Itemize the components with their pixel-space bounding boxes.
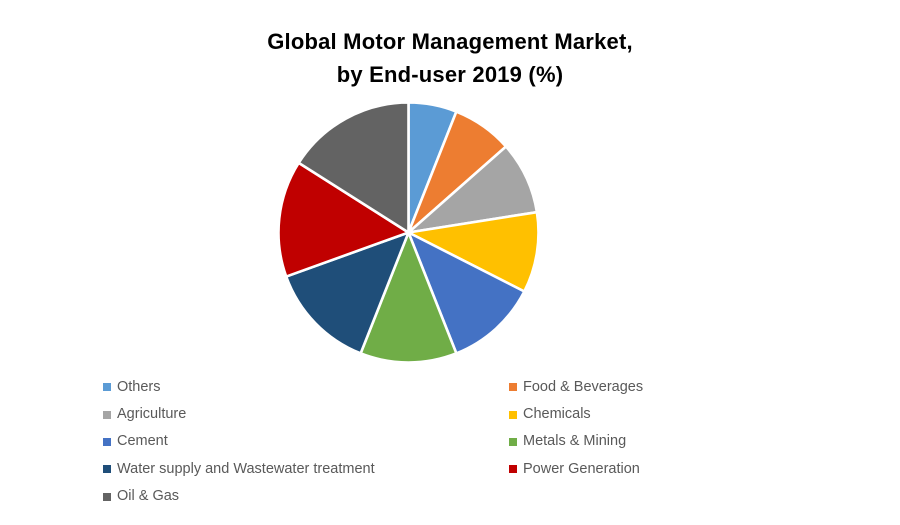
legend-swatch-icon bbox=[103, 492, 111, 501]
legend-item-food-beverages: Food & Beverages bbox=[509, 379, 643, 395]
chart-title: Global Motor Management Market, by End-u… bbox=[0, 25, 900, 91]
legend-label: Chemicals bbox=[523, 406, 591, 423]
legend-item-water-supply-wastewater: Water supply and Wastewater treatment bbox=[103, 461, 509, 477]
legend-item-chemicals: Chemicals bbox=[509, 406, 643, 422]
legend-label: Food & Beverages bbox=[523, 378, 644, 395]
legend-item-metals-mining: Metals & Mining bbox=[509, 433, 643, 449]
legend-label: Agriculture bbox=[117, 406, 187, 423]
pie-slice-metals-mining bbox=[359, 231, 458, 364]
legend-item-oil-gas: Oil & Gas bbox=[103, 488, 509, 504]
legend-swatch-icon bbox=[509, 437, 517, 446]
chart-title-line-1: Global Motor Management Market, bbox=[267, 29, 633, 54]
legend: Others Food & Beverages Agriculture Chem… bbox=[103, 373, 643, 510]
legend-item-cement: Cement bbox=[103, 433, 509, 449]
legend-label: Water supply and Wastewater treatment bbox=[117, 460, 375, 477]
pie-chart bbox=[277, 101, 540, 364]
chart-title-line-2: by End-user 2019 (%) bbox=[336, 62, 564, 87]
legend-swatch-icon bbox=[103, 410, 111, 419]
legend-label: Cement bbox=[117, 433, 168, 450]
pie-slice-oil-gas bbox=[297, 101, 410, 234]
legend-item-power-generation: Power Generation bbox=[509, 461, 643, 477]
legend-swatch-icon bbox=[509, 383, 517, 392]
legend-swatch-icon bbox=[509, 465, 517, 474]
legend-label: Others bbox=[117, 378, 161, 395]
legend-swatch-icon bbox=[103, 465, 111, 474]
pie-slice-cement bbox=[407, 231, 526, 355]
legend-swatch-icon bbox=[509, 410, 517, 419]
legend-swatch-icon bbox=[103, 383, 111, 392]
legend-item-others: Others bbox=[103, 379, 509, 395]
pie-slice-power-generation bbox=[277, 161, 410, 278]
legend-label: Metals & Mining bbox=[523, 433, 627, 450]
legend-swatch-icon bbox=[103, 437, 111, 446]
legend-label: Oil & Gas bbox=[117, 488, 180, 505]
legend-label: Power Generation bbox=[523, 460, 640, 477]
legend-item-agriculture: Agriculture bbox=[103, 406, 509, 422]
pie-slice-chemicals bbox=[407, 210, 540, 293]
pie-slice-water-supply-and-wastewater-treatment bbox=[284, 231, 410, 355]
